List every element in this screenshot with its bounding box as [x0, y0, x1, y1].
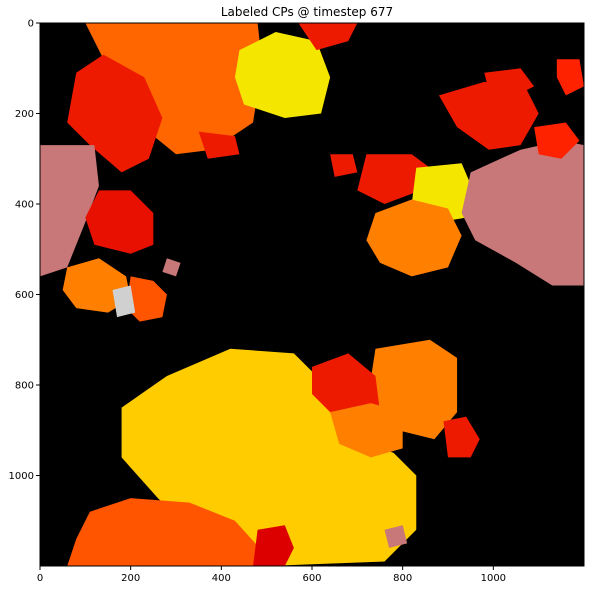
- chart-title: Labeled CPs @ timestep 677: [221, 5, 393, 19]
- cp-region-21: [330, 403, 403, 458]
- cp-region-24: [253, 525, 294, 566]
- cp-region-5: [85, 190, 154, 254]
- y-tick-label: 800: [15, 381, 34, 392]
- y-tick-label: 600: [15, 290, 34, 301]
- x-tick-label: 400: [212, 573, 231, 584]
- cp-region-16: [534, 122, 580, 159]
- x-tick-label: 200: [121, 573, 140, 584]
- cp-region-4: [40, 145, 99, 277]
- cp-region-15: [484, 68, 535, 96]
- cp-region-6: [62, 258, 131, 313]
- cp-region-17: [556, 59, 584, 96]
- x-tick-label: 0: [37, 573, 43, 584]
- cp-region-12: [366, 199, 462, 277]
- cp-region-14: [438, 81, 539, 150]
- x-tick-label: 1000: [481, 573, 506, 584]
- plot-area: [39, 22, 585, 567]
- cp-region-10: [357, 154, 430, 204]
- cp-region-9: [162, 258, 181, 277]
- cp-region-25: [384, 525, 408, 548]
- cp-region-7: [126, 276, 167, 322]
- cp-region-23: [67, 498, 276, 566]
- cp-region-1: [67, 54, 163, 173]
- y-tick-label: 0: [28, 19, 34, 30]
- x-tick-label: 800: [393, 573, 412, 584]
- cp-region-13: [461, 140, 584, 286]
- cp-region-27: [198, 131, 240, 159]
- cp-region-8: [112, 285, 136, 318]
- cp-region-2: [234, 32, 331, 119]
- cp-region-3: [298, 23, 358, 51]
- cp-regions: [40, 23, 584, 566]
- cp-region-26: [330, 154, 358, 177]
- y-tick-label: 1000: [9, 471, 34, 482]
- cp-region-20: [312, 353, 380, 422]
- cp-region-0: [85, 23, 263, 155]
- y-axis: 0 200 400 600 800 1000: [9, 19, 40, 482]
- y-tick-label: 400: [15, 200, 34, 211]
- x-axis: 0 200 400 600 800 1000: [37, 566, 506, 584]
- cp-region-22: [443, 416, 480, 458]
- x-tick-label: 600: [302, 573, 321, 584]
- y-tick-label: 200: [15, 109, 34, 120]
